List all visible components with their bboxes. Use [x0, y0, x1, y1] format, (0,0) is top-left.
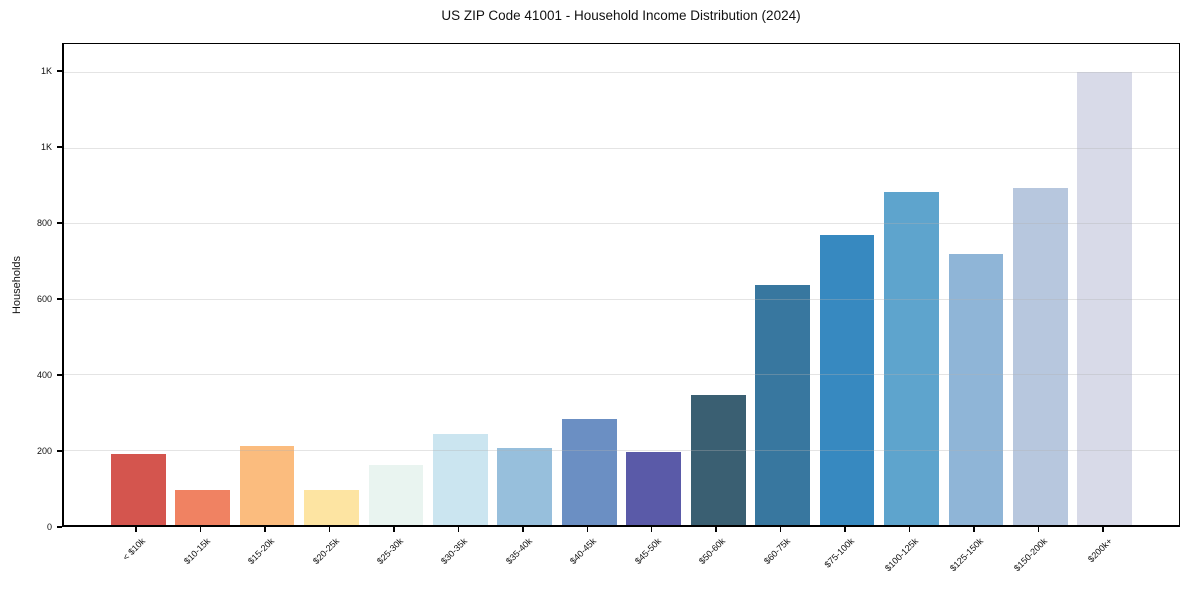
x-tick-mark — [264, 527, 266, 532]
bar — [497, 447, 553, 525]
gridline — [64, 298, 1179, 300]
x-tick-label: $25-30k — [374, 536, 406, 567]
x-tick-mark — [650, 527, 653, 532]
x-tick-label: $10-15k — [181, 536, 212, 567]
plot-area — [62, 43, 1180, 527]
bar — [561, 419, 617, 525]
y-tick-label: 600 — [36, 294, 52, 305]
x-tick-label: $20-25k — [310, 536, 341, 567]
bar — [368, 464, 424, 525]
gridline — [64, 72, 1179, 74]
x-axis: < $10k $10-15k $15-20k $20-25k $25-30k $30-35… — [62, 527, 1180, 590]
y-tick-label: 1K — [40, 66, 52, 77]
bar — [755, 284, 810, 525]
x-tick-label: $35-40k — [503, 536, 534, 567]
bar — [304, 490, 359, 525]
y-tick-label: 800 — [36, 218, 52, 229]
x-tick-label: < $10k — [120, 536, 148, 563]
y-tick-label: 200 — [36, 446, 52, 457]
x-tick-label: $200k+ — [1085, 536, 1114, 565]
x-tick-mark — [1037, 527, 1040, 532]
bar — [433, 434, 488, 525]
x-tick-label: $125-150k — [947, 536, 985, 574]
x-tick-label: $150-200k — [1012, 536, 1050, 574]
y-tick-mark — [57, 146, 62, 148]
bar — [690, 394, 746, 525]
y-tick-mark — [57, 374, 62, 376]
y-tick-label: 400 — [36, 370, 52, 381]
y-tick-mark — [57, 298, 62, 300]
gridline — [64, 223, 1179, 225]
y-tick-label: 0 — [46, 522, 52, 532]
y-tick-mark — [57, 526, 62, 528]
bar — [884, 192, 939, 525]
x-tick-mark — [973, 527, 975, 532]
y-tick-mark — [57, 450, 62, 452]
chart-title: US ZIP Code 41001 - Household Income Dis… — [441, 8, 801, 23]
x-tick-mark — [844, 527, 846, 532]
x-tick-mark — [779, 527, 782, 532]
bar — [948, 254, 1004, 525]
x-tick-mark — [457, 527, 460, 532]
x-tick-label: $30-35k — [439, 536, 470, 567]
x-tick-mark — [715, 527, 717, 532]
bar — [1077, 72, 1133, 525]
x-tick-label: $45-50k — [632, 536, 663, 567]
x-tick-label: $15-20k — [246, 536, 277, 567]
y-tick-mark — [57, 222, 62, 224]
x-tick-label: $60-75k — [761, 536, 792, 567]
bar — [626, 451, 682, 525]
bar — [175, 490, 231, 525]
x-tick-mark — [135, 527, 137, 532]
x-tick-mark — [908, 527, 911, 532]
gridline — [64, 374, 1179, 376]
bar — [239, 445, 295, 525]
x-tick-label: $40-45k — [568, 536, 599, 567]
x-tick-mark — [393, 527, 395, 532]
bar — [819, 234, 875, 525]
gridline — [64, 449, 1179, 451]
x-tick-mark — [328, 527, 331, 532]
y-tick-mark — [57, 70, 62, 72]
x-tick-mark — [586, 527, 589, 532]
x-tick-mark — [1102, 527, 1104, 532]
gridline — [64, 147, 1179, 149]
bar — [1012, 187, 1068, 525]
x-tick-label: $50-60k — [697, 536, 728, 567]
bar — [110, 454, 166, 525]
y-axis: 0 200 400 600 800 1K 1K — [0, 43, 62, 532]
x-tick-mark — [199, 527, 202, 532]
x-tick-label: $100-125k — [883, 536, 921, 574]
x-tick-label: $75-100k — [822, 536, 857, 570]
x-tick-mark — [522, 527, 524, 532]
y-tick-label: 1K — [40, 142, 52, 153]
